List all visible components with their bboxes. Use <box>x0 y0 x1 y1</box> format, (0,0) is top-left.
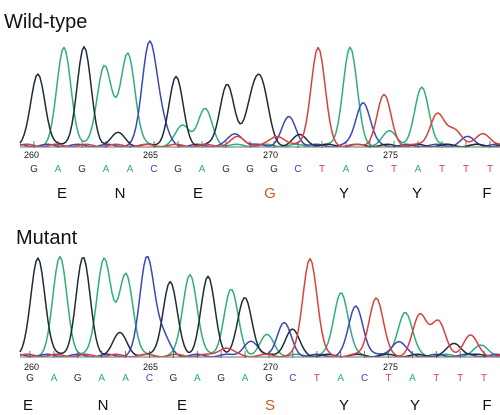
base-letter: G <box>174 164 182 175</box>
base-letter: A <box>103 164 110 175</box>
base-letter: T <box>457 373 463 384</box>
amino-acid: N <box>115 185 126 202</box>
position-label: 265 <box>143 362 158 372</box>
base-letter: T <box>391 164 397 175</box>
base-letter: A <box>127 164 134 175</box>
base-letter: T <box>463 164 469 175</box>
amino-acid: Y <box>339 185 349 202</box>
base-letter: G <box>30 164 38 175</box>
base-letter: T <box>439 164 445 175</box>
base-letter: A <box>343 164 350 175</box>
position-ticks <box>33 141 491 148</box>
position-label: 275 <box>383 362 398 372</box>
base-letter: G <box>246 164 254 175</box>
panel-title: Mutant <box>16 227 78 249</box>
base-letter: A <box>242 373 249 384</box>
base-letter: G <box>217 373 225 384</box>
mutant-panel: Mutant 260 265 270 275 G A G A A C G A G A G C T A C T A… <box>16 227 500 414</box>
position-label: 275 <box>383 150 398 160</box>
base-letter: A <box>409 373 416 384</box>
amino-acid-highlighted: S <box>265 397 275 414</box>
base-letter: C <box>361 373 368 384</box>
base-letter: T <box>314 373 320 384</box>
amino-acid: E <box>57 185 67 202</box>
base-letter: C <box>294 164 301 175</box>
base-letter: A <box>199 164 206 175</box>
trace-a <box>19 255 500 358</box>
amino-acid: Y <box>410 397 420 414</box>
trace-g <box>19 45 500 148</box>
base-letter: A <box>51 373 58 384</box>
base-letter: A <box>55 164 62 175</box>
amino-acid: Y <box>339 397 349 414</box>
base-letter: G <box>26 373 34 384</box>
base-letter: G <box>270 164 278 175</box>
base-letter: C <box>150 164 157 175</box>
base-letter: T <box>481 373 487 384</box>
trace-group <box>19 255 500 358</box>
amino-acid: E <box>177 397 187 414</box>
base-letter: C <box>366 164 373 175</box>
base-letter: G <box>74 373 82 384</box>
base-letter: A <box>337 373 344 384</box>
position-ticks <box>29 351 485 358</box>
amino-acid: E <box>23 397 33 414</box>
panel-title: Wild-type <box>4 11 87 33</box>
base-letter: G <box>170 373 178 384</box>
base-letter: A <box>194 373 201 384</box>
base-letter: T <box>487 164 493 175</box>
base-letter: T <box>319 164 325 175</box>
base-letter: T <box>385 373 391 384</box>
base-letter: A <box>98 373 105 384</box>
base-letter: G <box>222 164 230 175</box>
position-label: 260 <box>24 150 39 160</box>
amino-acid-highlighted: G <box>264 185 276 202</box>
base-letter: G <box>265 373 273 384</box>
amino-acid: N <box>98 397 109 414</box>
position-label: 265 <box>143 150 158 160</box>
amino-acid: Y <box>412 185 422 202</box>
position-label: 270 <box>263 150 278 160</box>
amino-acid: F <box>482 397 491 414</box>
amino-acid: F <box>482 185 491 202</box>
base-letter: C <box>146 373 153 384</box>
base-letter: A <box>415 164 422 175</box>
trace-group <box>19 40 500 148</box>
trace-g <box>19 256 500 358</box>
position-label: 260 <box>24 362 39 372</box>
base-letter: T <box>433 373 439 384</box>
base-letter: G <box>78 164 86 175</box>
base-letter: C <box>289 373 296 384</box>
base-letter: A <box>122 373 129 384</box>
amino-acid: E <box>193 185 203 202</box>
position-label: 270 <box>263 362 278 372</box>
